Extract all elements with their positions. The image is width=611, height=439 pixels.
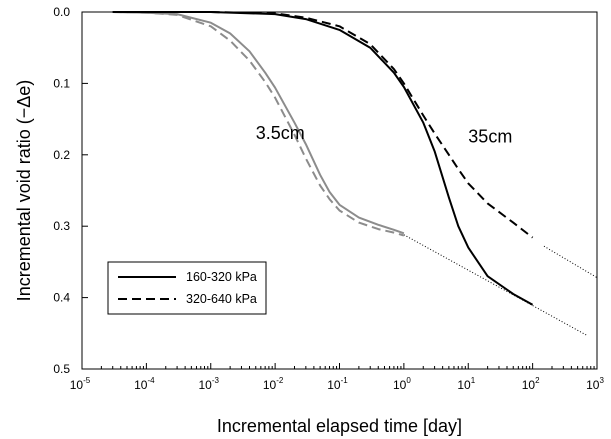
- x-tick-label: 101: [457, 376, 475, 392]
- annotation-3-5cm: 3.5cm: [256, 123, 305, 143]
- x-axis-title: Incremental elapsed time [day]: [217, 416, 462, 436]
- x-tick-label: 10-4: [134, 376, 155, 392]
- y-tick-label: 0.4: [53, 291, 70, 305]
- x-tick-label: 10-2: [263, 376, 284, 392]
- extrapolation-line: [403, 234, 588, 336]
- extrapolation-lines: [403, 234, 598, 336]
- x-tick-label: 10-3: [199, 376, 220, 392]
- x-tick-label: 10-1: [327, 376, 348, 392]
- plot-frame: [81, 11, 598, 370]
- series-line: [112, 11, 405, 237]
- extrapolation-line: [543, 245, 598, 279]
- series-line: [112, 11, 534, 239]
- axis-ticks: [81, 11, 598, 370]
- y-tick-labels: 0.0 0.1 0.2 0.3 0.4 0.5: [53, 5, 70, 376]
- y-tick-label: 0.0: [53, 5, 70, 19]
- x-tick-labels: 10-5 10-4 10-3 10-2 10-1 100 101 102 103: [70, 376, 605, 392]
- series-line: [112, 11, 534, 306]
- x-tick-label: 103: [586, 376, 604, 392]
- x-tick-label: 10-5: [70, 376, 91, 392]
- annotation-35cm: 35cm: [468, 127, 512, 147]
- y-tick-label: 0.3: [53, 219, 70, 233]
- legend: 160-320 kPa 320-640 kPa: [107, 261, 267, 315]
- y-tick-label: 0.5: [53, 362, 70, 376]
- y-tick-label: 0.2: [53, 148, 70, 162]
- x-tick-label: 102: [522, 376, 540, 392]
- legend-box: [107, 261, 267, 315]
- legend-label-160-320: 160-320 kPa: [186, 270, 257, 284]
- y-tick-label: 0.1: [53, 76, 70, 90]
- y-axis-title: Incremental void ratio (−Δe): [14, 80, 34, 302]
- series-lines: [112, 11, 534, 306]
- series-line: [112, 11, 405, 235]
- x-tick-label: 100: [393, 376, 411, 392]
- legend-label-320-640: 320-640 kPa: [186, 292, 257, 306]
